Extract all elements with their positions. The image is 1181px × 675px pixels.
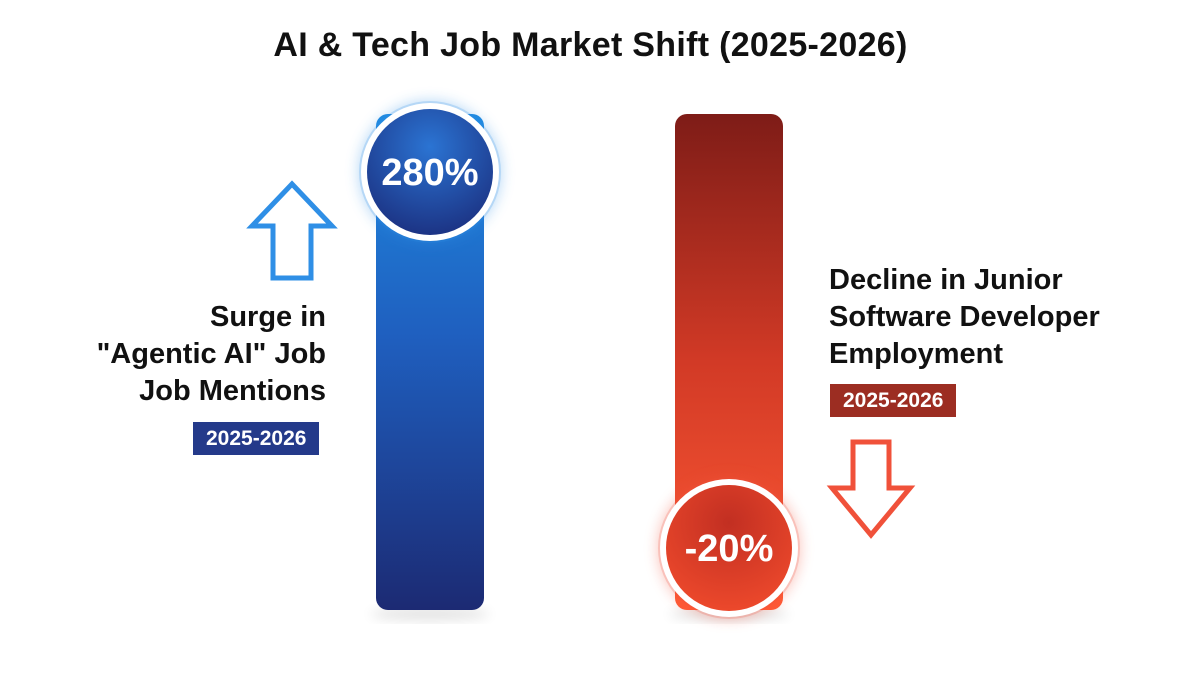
increase-label-line: Job Mentions	[139, 375, 326, 407]
increase-label: Surge in "Agentic AI" Job Job Mentions	[66, 299, 326, 410]
decrease-label-line: Decline in Junior	[829, 264, 1063, 296]
value-circle	[666, 485, 792, 611]
increase-period-badge: 2025-2026	[193, 422, 320, 455]
decrease-label-line: Employment	[829, 338, 1004, 370]
data-label: -20%	[685, 528, 774, 570]
increase-label-line: Surge in	[209, 301, 326, 333]
bar-shadow	[370, 608, 490, 620]
increase-label-line: "Agentic AI" Job	[96, 338, 326, 370]
value-circle	[367, 109, 493, 235]
data-label: 280%	[381, 152, 478, 194]
arrow-up-icon	[246, 180, 338, 281]
arrow-down-icon	[826, 439, 916, 539]
chart-title: AI & Tech Job Market Shift (2025-2026)	[273, 26, 908, 64]
decrease-label-line: Software Developer	[829, 301, 1100, 333]
decrease-period-badge: 2025-2026	[830, 384, 957, 417]
bar-increase	[376, 114, 484, 610]
decrease-label: Decline in Junior Software Developer Emp…	[829, 262, 1129, 373]
